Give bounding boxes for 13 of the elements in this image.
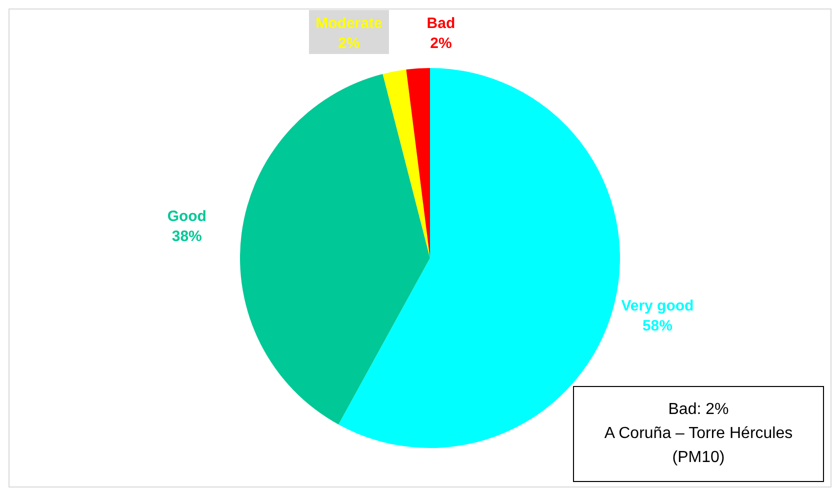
data-label: 2% — [430, 35, 452, 52]
note-box: Bad: 2% A Coruña – Torre Hércules (PM10) — [573, 386, 824, 482]
pie-slice — [406, 68, 430, 258]
slice-label: Good — [167, 208, 206, 225]
pie-slice — [338, 68, 620, 448]
pie-slice — [382, 70, 430, 258]
data-label: 2% — [338, 35, 360, 52]
slice-label: Bad — [426, 15, 456, 32]
slice-label: Very good — [621, 298, 694, 315]
slice-label: Moderate — [316, 15, 382, 32]
data-label: 58% — [642, 318, 672, 335]
data-label: 38% — [172, 228, 202, 245]
pie-slice — [240, 74, 430, 424]
